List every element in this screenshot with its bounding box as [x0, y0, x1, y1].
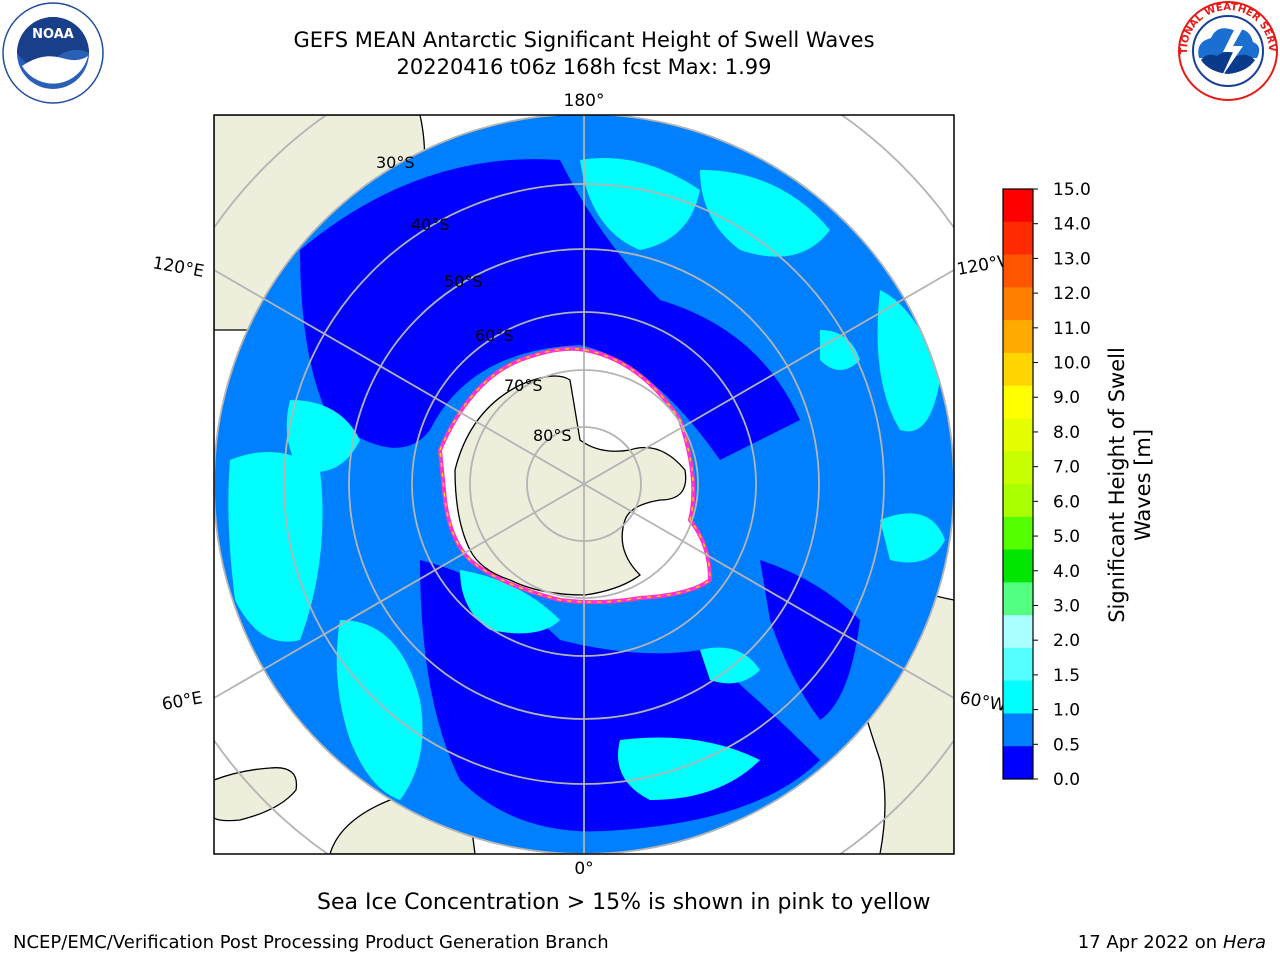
noaa-wordmark: NOAA — [32, 27, 74, 42]
footer-machine: Hera — [1222, 932, 1266, 953]
colorbar-swatch — [1003, 615, 1033, 649]
colorbar-swatch — [1003, 713, 1033, 747]
swell-1.0-1.5 — [228, 158, 945, 800]
chart-subtitle: 20220416 t06z 168h fcst Max: 1.99 — [396, 55, 772, 79]
map-frame — [213, 114, 955, 855]
lat-label-70: 70°S — [504, 376, 543, 395]
colorbar-swatch — [1003, 647, 1033, 682]
footer-date-text: 17 Apr 2022 on — [1077, 932, 1223, 953]
colorbar-tick-label: 1.5 — [1053, 666, 1080, 686]
colorbar-tick-label: 1.0 — [1053, 701, 1080, 721]
colorbar-swatch — [1003, 582, 1033, 616]
colorbar-tick-label: 9.0 — [1053, 388, 1080, 408]
meridian-label-60w: 60°W — [958, 688, 1008, 716]
colorbar-tick-label: 13.0 — [1053, 249, 1091, 269]
antarctica-land — [454, 375, 687, 596]
meridian-label-120e: 120°E — [151, 253, 205, 282]
colorbar-swatch — [1003, 484, 1033, 518]
lat-label-30: 30°S — [376, 153, 415, 172]
lat-label-40: 40°S — [411, 215, 450, 234]
colorbar-frame — [1002, 188, 1034, 780]
colorbar-tick-label: 14.0 — [1053, 215, 1091, 235]
meridian-label-180: 180° — [564, 91, 605, 111]
colorbar-tick-label: 10.0 — [1053, 354, 1091, 374]
lat-label-50: 50°S — [444, 272, 483, 291]
colorbar-swatch — [1003, 516, 1033, 551]
colorbar-label-line2: Waves [m] — [1131, 429, 1155, 541]
colorbar-tick-label: 6.0 — [1053, 492, 1080, 512]
colorbar-swatch — [1003, 189, 1033, 223]
lat-label-80: 80°S — [533, 426, 572, 445]
colorbar-swatch — [1003, 320, 1033, 354]
colorbar-tick-label: 0.0 — [1053, 770, 1080, 790]
colorbar-tick-label: 15.0 — [1053, 180, 1091, 200]
colorbar-swatch — [1003, 418, 1033, 452]
noaa-logo: NOAA — [2, 2, 104, 104]
colorbar-swatch — [1003, 287, 1033, 321]
meridian-label-60e: 60°E — [160, 688, 204, 715]
graticule — [214, 115, 954, 854]
colorbar-tick-label: 12.0 — [1053, 284, 1091, 304]
lat-label-60: 60°S — [475, 326, 514, 345]
colorbar-tick-label: 8.0 — [1053, 423, 1080, 443]
colorbar-swatch — [1003, 221, 1033, 256]
sea-ice-note: Sea Ice Concentration > 15% is shown in … — [317, 890, 931, 915]
chart-title: GEFS MEAN Antarctic Significant Height o… — [293, 28, 875, 52]
colorbar-swatch — [1003, 254, 1033, 288]
colorbar-swatch — [1003, 385, 1033, 419]
sea-ice-edge-yellow — [439, 348, 711, 603]
madagascar-land — [214, 767, 298, 822]
colorbar-tick-label: 5.0 — [1053, 527, 1080, 547]
colorbar-tick-label: 2.0 — [1053, 631, 1080, 651]
map-area: 30°S 40°S 50°S 60°S 70°S 80°S — [214, 115, 954, 854]
colorbar-label-line1: Significant Height of Swell — [1105, 347, 1129, 623]
colorbar-swatch — [1003, 680, 1033, 714]
colorbar-tick-label: 11.0 — [1053, 319, 1091, 339]
nws-logo: NATIONAL WEATHER SERVICE — [1177, 0, 1278, 101]
colorbar-tick-label: 0.5 — [1053, 735, 1080, 755]
meridian-label-0: 0° — [574, 859, 593, 879]
colorbar-tick-label: 3.0 — [1053, 596, 1080, 616]
colorbar-tick-label: 7.0 — [1053, 458, 1080, 478]
colorbar: 15.0 14.0 13.0 12.0 11.0 10.0 9.0 8.0 7.0 6.0 5.0 4… — [1002, 180, 1091, 790]
colorbar-swatch — [1003, 451, 1033, 485]
colorbar-swatch — [1003, 746, 1033, 780]
colorbar-tick-label: 4.0 — [1053, 562, 1080, 582]
footer-credit: NCEP/EMC/Verification Post Processing Pr… — [13, 932, 609, 953]
footer-date: 17 Apr 2022 on Hera — [1078, 932, 1266, 953]
meridian-60e-120w — [214, 269, 954, 699]
colorbar-swatch — [1003, 549, 1033, 583]
colorbar-swatch — [1003, 352, 1033, 387]
colorbar-label: Significant Height of Swell Waves [m] — [1105, 347, 1155, 623]
latitude-labels: 30°S 40°S 50°S 60°S 70°S 80°S — [376, 153, 572, 445]
